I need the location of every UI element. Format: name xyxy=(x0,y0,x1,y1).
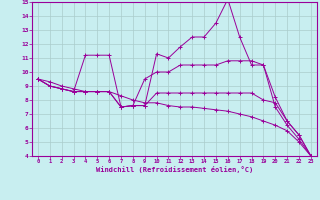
X-axis label: Windchill (Refroidissement éolien,°C): Windchill (Refroidissement éolien,°C) xyxy=(96,166,253,173)
